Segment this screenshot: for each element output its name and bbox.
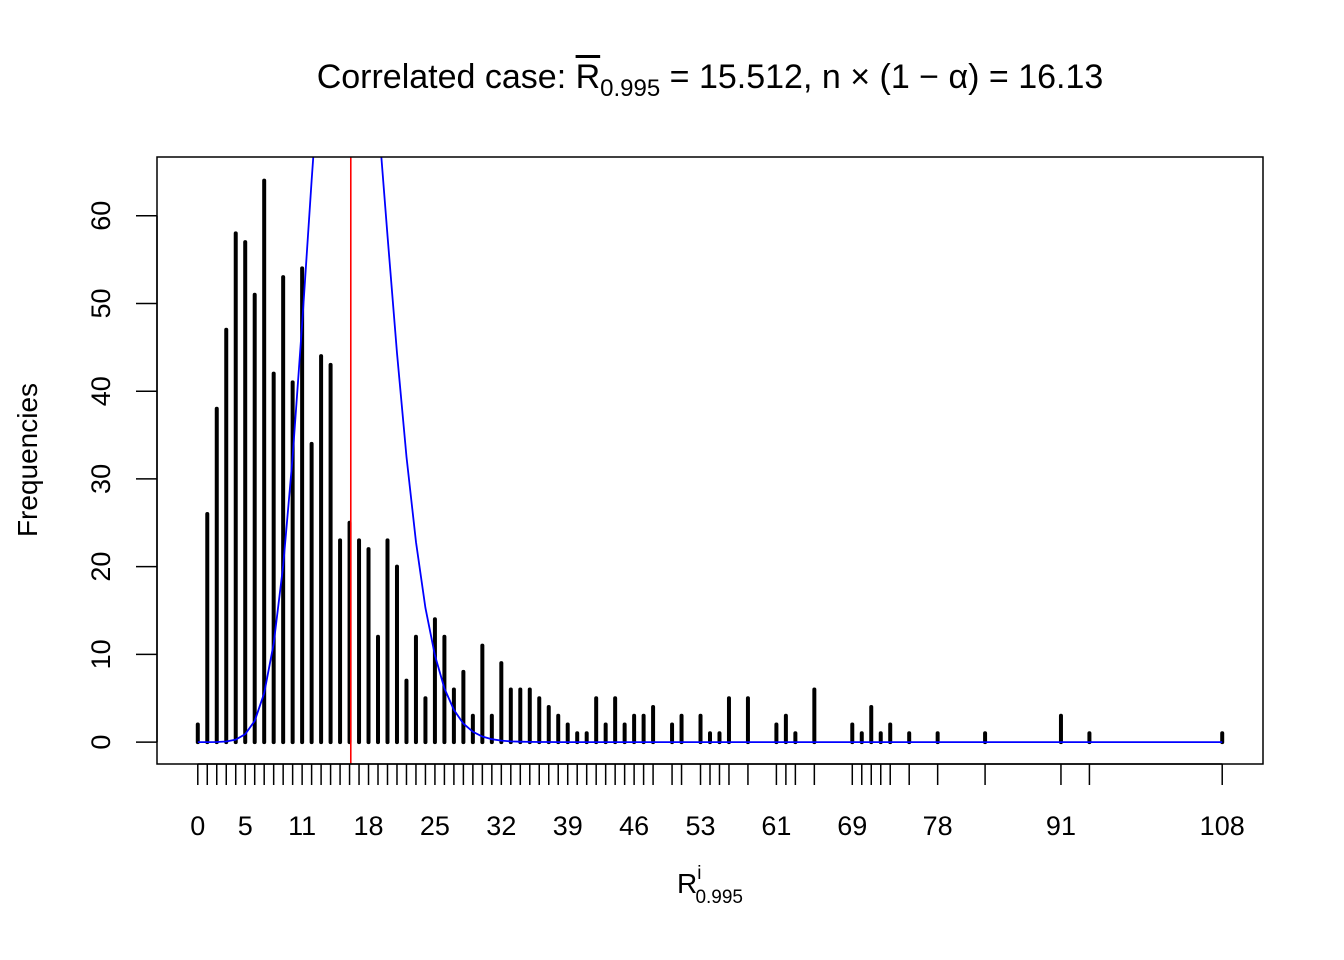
y-tick-label: 20	[86, 552, 116, 582]
title-prefix: Correlated case:	[316, 58, 576, 96]
title-suffix: = 15.512, n × (1 − α) = 16.13	[660, 58, 1104, 96]
chart-title: Correlated case: R0.995 = 15.512, n × (1…	[0, 58, 1344, 103]
x-tick-label: 11	[288, 811, 316, 841]
x-tick-label: 91	[1046, 811, 1076, 841]
title-subscript: 0.995	[600, 75, 661, 102]
x-tick-label: 32	[486, 811, 516, 841]
x-tick-label: 0	[190, 811, 205, 841]
x-tick-label: 69	[837, 811, 867, 841]
x-label-superscript: i	[697, 863, 702, 884]
y-tick-label: 60	[86, 201, 116, 231]
y-tick-label: 0	[86, 735, 116, 750]
y-tick-label: 50	[86, 288, 116, 318]
x-tick-label: 25	[420, 811, 450, 841]
y-axis-label: Frequencies	[12, 382, 43, 538]
y-tick-label: 40	[86, 376, 116, 406]
x-tick-label: 39	[553, 811, 583, 841]
x-label-base: R	[676, 868, 698, 899]
x-tick-label: 61	[761, 811, 791, 841]
poisson-curve	[197, 157, 1223, 743]
y-tick-label: 30	[86, 464, 116, 494]
x-tick-label: 53	[685, 811, 715, 841]
x-tick-label: 108	[1200, 811, 1245, 841]
x-tick-label: 5	[238, 811, 253, 841]
x-label-subscript: 0.995	[695, 887, 743, 908]
x-tick-label: 78	[923, 811, 953, 841]
x-tick-label: 46	[619, 811, 649, 841]
x-tick-label: 18	[354, 811, 384, 841]
title-symbol: R	[575, 58, 601, 96]
x-axis-label: Ri 0.995	[0, 863, 1344, 908]
y-tick-label: 10	[86, 639, 116, 669]
